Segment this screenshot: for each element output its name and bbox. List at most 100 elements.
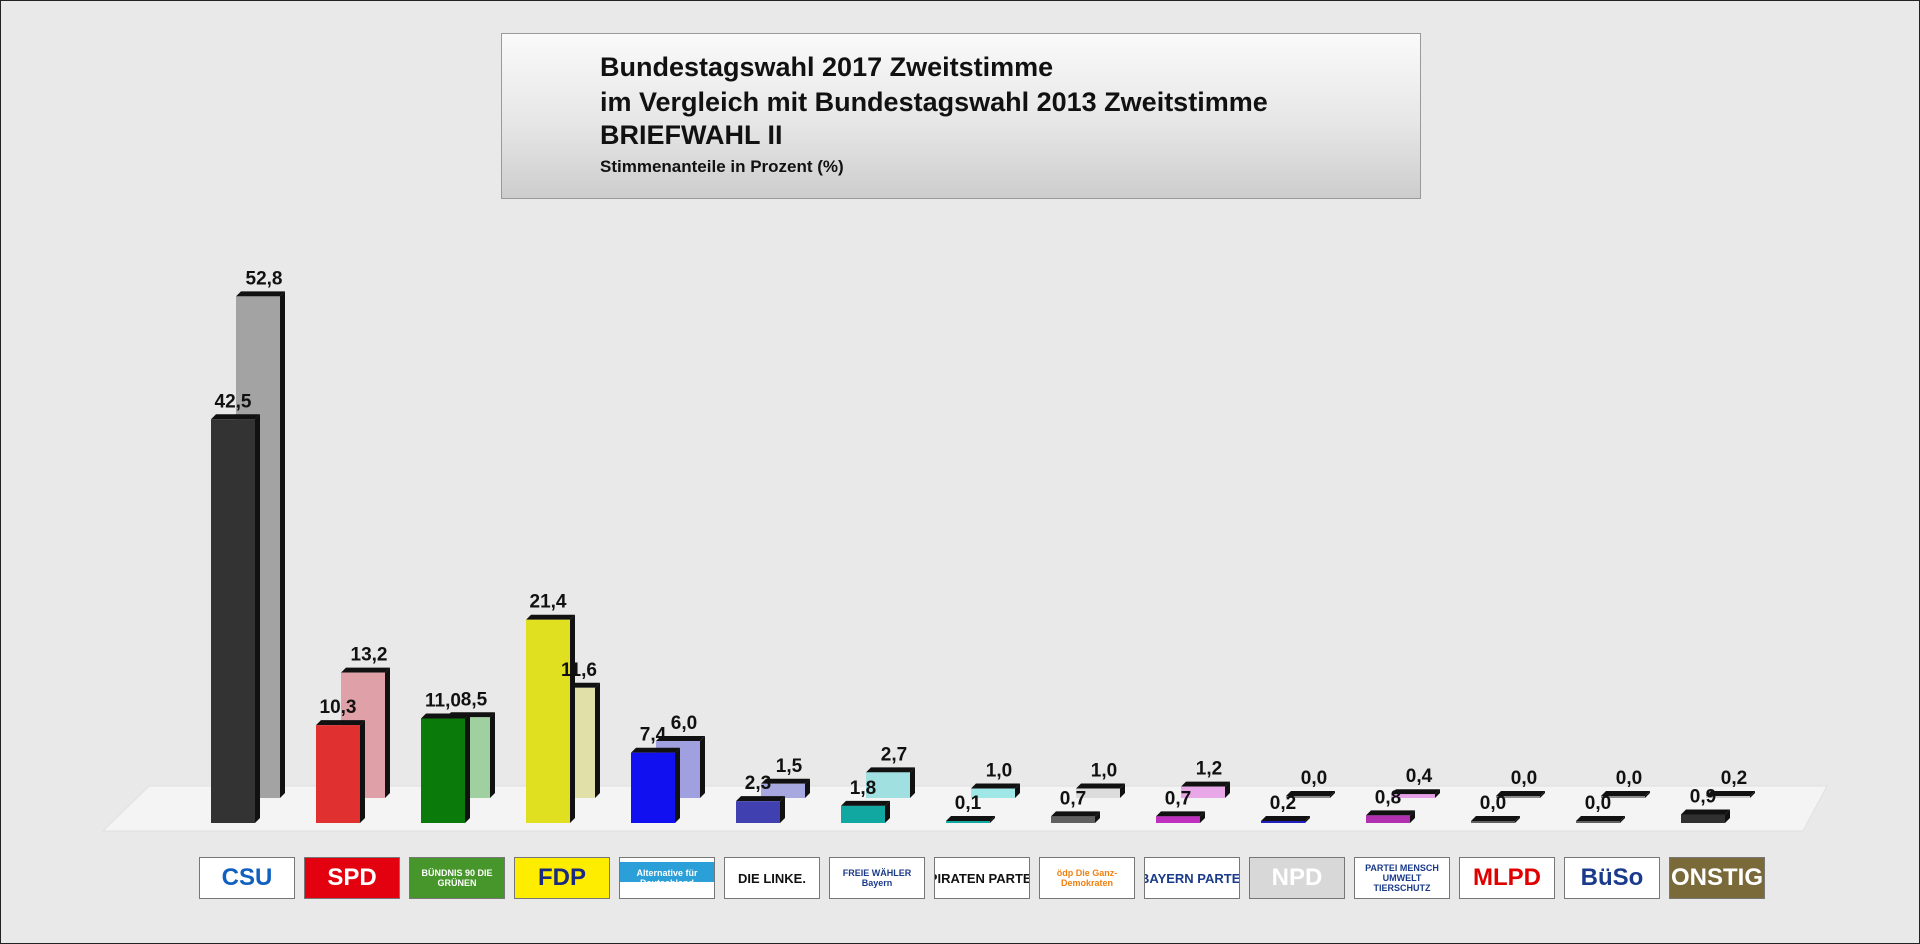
bar-2017-13-front bbox=[1576, 821, 1620, 823]
label-2017-13: 0,0 bbox=[1585, 793, 1611, 814]
bar-2013-11 bbox=[1391, 789, 1440, 798]
bar-2017-8 bbox=[1051, 811, 1100, 823]
party-logo-label: SONSTIGE bbox=[1670, 864, 1764, 891]
bar-2017-9 bbox=[1156, 811, 1205, 823]
bar-2013-6 bbox=[866, 767, 915, 798]
bar-2013-11-front bbox=[1391, 794, 1435, 798]
bar-2017-12 bbox=[1471, 816, 1520, 823]
bar-2017-1-side bbox=[360, 720, 365, 823]
label-2017-3: 21,4 bbox=[530, 592, 567, 613]
bar-2013-4-top bbox=[656, 736, 705, 741]
bar-2013-6-top bbox=[866, 767, 915, 773]
bar-2017-14 bbox=[1681, 809, 1730, 823]
party-logo-label: NPD bbox=[1271, 864, 1323, 891]
labels-group: 52,8 42,5 13,2 10,3 8,511,0 11,6 21,4 6,07,4 1,5… bbox=[215, 268, 1748, 814]
bar-2013-10 bbox=[1286, 791, 1335, 798]
label-2013-9: 1,2 bbox=[1196, 759, 1222, 780]
label-2013-5: 1,5 bbox=[776, 756, 803, 777]
bar-2017-2-side bbox=[465, 713, 470, 823]
bar-2017-3 bbox=[526, 614, 575, 823]
bar-2017-13 bbox=[1576, 816, 1625, 823]
bar-2017-7-front bbox=[946, 821, 990, 823]
party-logo-label: CSU bbox=[221, 864, 273, 891]
bar-2013-5-side bbox=[805, 778, 810, 798]
label-2017-14: 0,9 bbox=[1690, 786, 1716, 807]
party-logo-label: MLPD bbox=[1473, 864, 1541, 891]
bar-2017-9-front bbox=[1156, 816, 1200, 823]
party-logo-label: DIE LINKE. bbox=[738, 870, 806, 886]
bar-2017-1-top bbox=[316, 720, 365, 726]
bar-2013-7-side bbox=[1015, 783, 1020, 798]
label-2017-2: 11,0 bbox=[425, 691, 461, 712]
bar-2013-12-top bbox=[1496, 791, 1545, 796]
label-2017-1: 10,3 bbox=[320, 697, 357, 718]
label-2017-6: 1,8 bbox=[850, 778, 876, 799]
label-2013-1: 13,2 bbox=[351, 645, 388, 666]
bar-2017-13-top bbox=[1576, 816, 1625, 821]
bar-2017-3-side bbox=[570, 614, 575, 823]
label-2013-4: 6,0 bbox=[671, 713, 697, 734]
bar-2013-4-side bbox=[700, 736, 705, 798]
bar-2017-11-top bbox=[1366, 810, 1415, 816]
bar-2013-14-top bbox=[1706, 791, 1755, 796]
bar-2013-11-side bbox=[1435, 789, 1440, 798]
label-2013-10: 0,0 bbox=[1301, 768, 1327, 789]
chart-subtitle: Stimmenanteile in Prozent (%) bbox=[600, 157, 844, 176]
label-2013-14: 0,2 bbox=[1721, 768, 1747, 789]
bar-2017-1-front bbox=[316, 725, 360, 823]
bar-2017-13-side bbox=[1620, 816, 1625, 823]
bar-2013-7-front bbox=[971, 788, 1015, 798]
chart-title-line-2: im Vergleich mit Bundestagswahl 2013 Zwe… bbox=[600, 87, 1268, 117]
bar-2017-0-side bbox=[255, 414, 260, 823]
party-logo-label: ödp Die Ganz-Demokraten bbox=[1056, 868, 1118, 888]
bar-2013-11-top bbox=[1391, 789, 1440, 795]
bar-2017-6-side bbox=[885, 800, 890, 823]
party-logo-11: PARTEI MENSCH UMWELT TIERSCHUTZ bbox=[1354, 857, 1450, 899]
label-2017-12: 0,0 bbox=[1480, 793, 1506, 814]
bar-2017-5 bbox=[736, 796, 785, 823]
bar-2017-1 bbox=[316, 720, 365, 823]
party-logo-2: BÜNDNIS 90 DIE GRÜNEN bbox=[409, 857, 505, 899]
bar-2013-5-front bbox=[761, 783, 805, 798]
party-logo-label: SPD bbox=[327, 864, 377, 891]
party-logo-label: PIRATEN PARTEI bbox=[934, 870, 1030, 886]
party-logo-label: BÜNDNIS 90 DIE GRÜNEN bbox=[421, 868, 493, 888]
label-2017-7: 0,1 bbox=[955, 793, 982, 814]
title-box: Bundestagswahl 2017 Zweitstimme im Vergl… bbox=[501, 33, 1421, 199]
bar-2017-2-front bbox=[421, 718, 465, 823]
bar-2017-0-front bbox=[211, 419, 255, 823]
label-2017-4: 7,4 bbox=[640, 725, 667, 746]
bar-2017-5-front bbox=[736, 801, 780, 823]
bar-2013-12-front bbox=[1496, 796, 1540, 798]
label-2013-11: 0,4 bbox=[1406, 766, 1433, 787]
party-logo-3: FDP bbox=[514, 857, 610, 899]
bar-2017-8-front bbox=[1051, 816, 1095, 823]
bar-2017-0 bbox=[211, 414, 260, 823]
label-2013-2: 8,5 bbox=[461, 689, 488, 710]
bar-2013-13-side bbox=[1645, 791, 1650, 798]
bar-2013-14-front bbox=[1706, 796, 1750, 798]
bar-2013-10-side bbox=[1330, 791, 1335, 798]
bar-2017-11 bbox=[1366, 810, 1415, 823]
bar-2013-13-top bbox=[1601, 791, 1650, 796]
bar-2013-13-front bbox=[1601, 796, 1645, 798]
label-2013-7: 1,0 bbox=[986, 761, 1012, 782]
label-2013-6: 2,7 bbox=[881, 744, 907, 765]
party-logo-label: FREIE WÄHLER Bayern bbox=[842, 868, 912, 888]
party-logo-label: FDP bbox=[538, 864, 586, 891]
party-logo-14: SONSTIGE bbox=[1669, 857, 1765, 899]
bar-2017-8-side bbox=[1095, 811, 1100, 823]
label-2017-11: 0,8 bbox=[1375, 787, 1401, 808]
bar-2013-14-side bbox=[1750, 791, 1755, 798]
party-logo-7: PIRATEN PARTEI bbox=[934, 857, 1030, 899]
bar-2017-14-front bbox=[1681, 814, 1725, 823]
bar-2017-7 bbox=[946, 816, 995, 823]
bar-2013-6-front bbox=[866, 772, 910, 798]
bar-2013-2-side bbox=[490, 712, 495, 798]
bar-2017-12-top bbox=[1471, 816, 1520, 821]
bar-2017-5-top bbox=[736, 796, 785, 802]
label-2013-13: 0,0 bbox=[1616, 768, 1642, 789]
party-logo-label: BAYERN PARTEI bbox=[1144, 870, 1240, 886]
bar-2017-9-top bbox=[1156, 811, 1205, 817]
